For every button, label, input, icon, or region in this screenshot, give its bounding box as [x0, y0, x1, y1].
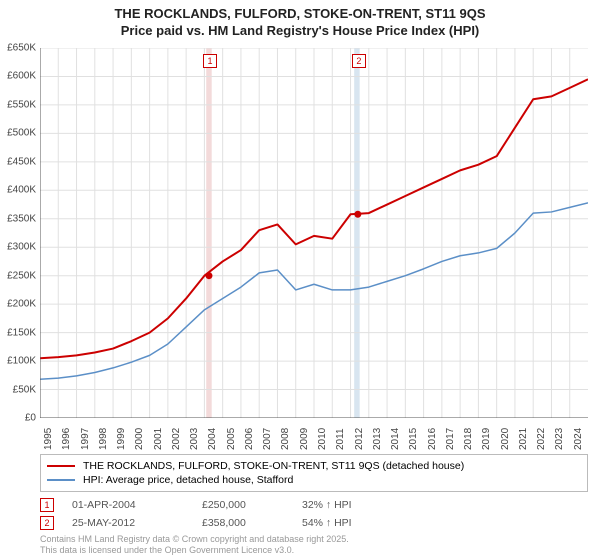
x-axis-label: 2024: [573, 428, 584, 450]
y-axis-label: £200K: [7, 299, 36, 310]
legend-swatch-1: [47, 465, 75, 467]
sale-marker-icon: 1: [40, 498, 54, 512]
footer-line2: This data is licensed under the Open Gov…: [40, 545, 349, 556]
sale-price: £250,000: [202, 499, 302, 511]
x-axis-label: 2007: [262, 428, 273, 450]
sale-delta: 54% ↑ HPI: [302, 517, 422, 529]
x-axis-label: 2003: [189, 428, 200, 450]
footer-line1: Contains HM Land Registry data © Crown c…: [40, 534, 349, 545]
x-axis-label: 2001: [153, 428, 164, 450]
x-axis-label: 2018: [463, 428, 474, 450]
x-axis-label: 2022: [536, 428, 547, 450]
chart-container: THE ROCKLANDS, FULFORD, STOKE-ON-TRENT, …: [0, 0, 600, 560]
chart-sale-marker: 1: [203, 54, 217, 68]
x-axis-label: 1995: [43, 428, 54, 450]
x-axis-label: 2016: [427, 428, 438, 450]
x-axis-label: 2002: [171, 428, 182, 450]
legend: THE ROCKLANDS, FULFORD, STOKE-ON-TRENT, …: [40, 454, 588, 492]
x-axis-label: 2009: [299, 428, 310, 450]
sale-marker-icon: 2: [40, 516, 54, 530]
y-axis-label: £100K: [7, 356, 36, 367]
x-axis-label: 1997: [80, 428, 91, 450]
x-axis-label: 2006: [244, 428, 255, 450]
y-axis-label: £0: [25, 413, 36, 424]
sale-delta: 32% ↑ HPI: [302, 499, 422, 511]
x-axis-label: 2023: [554, 428, 565, 450]
x-axis-label: 2012: [354, 428, 365, 450]
sale-date: 25-MAY-2012: [72, 517, 202, 529]
legend-item: HPI: Average price, detached house, Staf…: [47, 473, 581, 487]
y-axis-label: £550K: [7, 99, 36, 110]
x-axis-label: 2020: [500, 428, 511, 450]
sales-table: 1 01-APR-2004 £250,000 32% ↑ HPI 2 25-MA…: [40, 496, 588, 532]
y-axis-label: £250K: [7, 270, 36, 281]
y-axis-label: £450K: [7, 156, 36, 167]
x-axis-label: 2010: [317, 428, 328, 450]
x-axis-label: 2011: [335, 428, 346, 450]
legend-label: HPI: Average price, detached house, Staf…: [83, 474, 293, 486]
x-axis-label: 2017: [445, 428, 456, 450]
legend-swatch-2: [47, 479, 75, 481]
x-axis-label: 1998: [98, 428, 109, 450]
y-axis-label: £300K: [7, 242, 36, 253]
legend-label: THE ROCKLANDS, FULFORD, STOKE-ON-TRENT, …: [83, 460, 464, 472]
sale-price: £358,000: [202, 517, 302, 529]
sale-date: 01-APR-2004: [72, 499, 202, 511]
footer-attribution: Contains HM Land Registry data © Crown c…: [40, 534, 349, 556]
x-axis-label: 2019: [481, 428, 492, 450]
x-axis-label: 1996: [61, 428, 72, 450]
chart-area: £0£50K£100K£150K£200K£250K£300K£350K£400…: [40, 48, 588, 418]
sale-row: 2 25-MAY-2012 £358,000 54% ↑ HPI: [40, 514, 588, 532]
x-axis-label: 2014: [390, 428, 401, 450]
y-axis-label: £50K: [13, 384, 36, 395]
x-axis-label: 2008: [280, 428, 291, 450]
y-axis-label: £600K: [7, 71, 36, 82]
chart-sale-marker: 2: [352, 54, 366, 68]
x-axis-label: 2015: [408, 428, 419, 450]
y-axis-label: £350K: [7, 213, 36, 224]
x-axis-label: 2021: [518, 428, 529, 450]
chart-title: THE ROCKLANDS, FULFORD, STOKE-ON-TRENT, …: [0, 0, 600, 40]
legend-item: THE ROCKLANDS, FULFORD, STOKE-ON-TRENT, …: [47, 459, 581, 473]
x-axis-label: 2013: [372, 428, 383, 450]
x-axis-label: 2005: [226, 428, 237, 450]
sale-row: 1 01-APR-2004 £250,000 32% ↑ HPI: [40, 496, 588, 514]
title-line1: THE ROCKLANDS, FULFORD, STOKE-ON-TRENT, …: [0, 6, 600, 23]
y-axis-label: £400K: [7, 185, 36, 196]
chart-svg: [40, 48, 588, 418]
x-axis-label: 1999: [116, 428, 127, 450]
x-axis-label: 2000: [134, 428, 145, 450]
y-axis-label: £500K: [7, 128, 36, 139]
y-axis-label: £150K: [7, 327, 36, 338]
title-line2: Price paid vs. HM Land Registry's House …: [0, 23, 600, 40]
x-axis-label: 2004: [207, 428, 218, 450]
y-axis-label: £650K: [7, 43, 36, 54]
